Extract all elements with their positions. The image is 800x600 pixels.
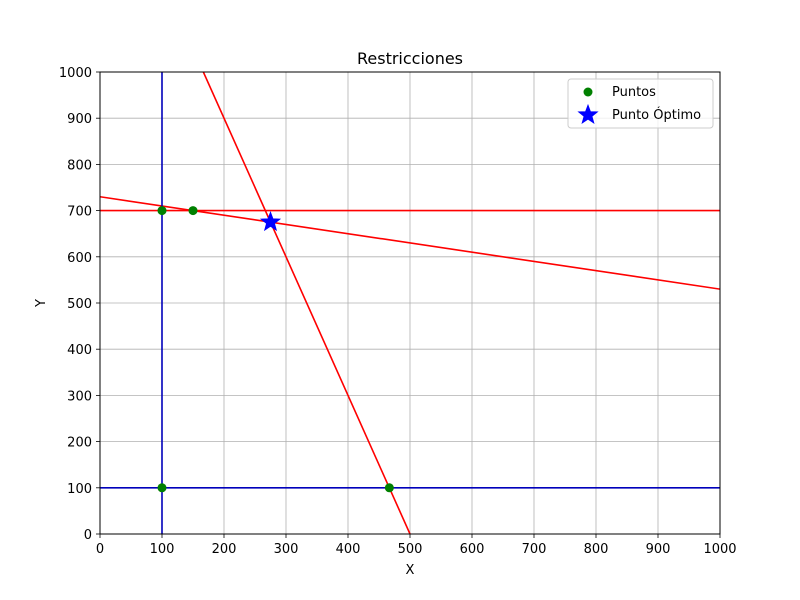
data-point-marker xyxy=(157,483,167,493)
y-tick-label: 500 xyxy=(67,297,92,312)
y-tick-label: 400 xyxy=(67,343,92,358)
legend-star-swatch xyxy=(577,103,599,125)
x-tick-label: 300 xyxy=(274,542,299,557)
x-tick-label: 100 xyxy=(150,542,175,557)
y-tick-label: 800 xyxy=(67,158,92,173)
x-tick-label: 900 xyxy=(646,542,671,557)
data-point-marker xyxy=(384,483,394,493)
x-tick-label: 600 xyxy=(460,542,485,557)
y-tick-label: 900 xyxy=(67,112,92,127)
y-tick-label: 100 xyxy=(67,482,92,497)
chart-title: Restricciones xyxy=(357,49,463,68)
data-point-marker xyxy=(188,206,198,216)
x-axis-label: X xyxy=(406,563,415,578)
y-axis-label: Y xyxy=(34,299,49,308)
x-tick-label: 700 xyxy=(522,542,547,557)
legend-label-puntos: Puntos xyxy=(612,85,656,100)
constraint-lines xyxy=(100,72,720,534)
y-tick-label: 700 xyxy=(67,205,92,220)
optimal-point-marker xyxy=(259,211,282,232)
constraint-line xyxy=(100,195,720,290)
y-tick-label: 300 xyxy=(67,389,92,404)
legend-marker-puntos xyxy=(583,87,593,97)
y-tick-label: 1000 xyxy=(59,66,92,81)
legend-circle-swatch xyxy=(583,87,593,97)
y-tick-label: 200 xyxy=(67,436,92,451)
y-tick-label: 0 xyxy=(84,528,92,543)
constraint-line xyxy=(202,72,411,534)
y-tick-label: 600 xyxy=(67,251,92,266)
x-tick-label: 500 xyxy=(398,542,423,557)
x-tick-label: 200 xyxy=(212,542,237,557)
data-point-marker xyxy=(157,206,167,216)
x-tick-label: 0 xyxy=(96,542,104,557)
legend-box xyxy=(567,78,714,129)
x-tick-label: 400 xyxy=(336,542,361,557)
x-tick-label: 800 xyxy=(584,542,609,557)
x-tick-label: 1000 xyxy=(703,542,736,557)
axis-ticks: 0 100 200 300 400 500 600 700 800 900 1000 0 100 200 3… xyxy=(59,66,737,557)
legend-marker-punto-optimo xyxy=(577,103,599,125)
legend: Puntos Punto Óptimo xyxy=(567,78,714,129)
legend-label-punto-optimo: Punto Óptimo xyxy=(612,107,701,123)
data-points xyxy=(157,206,394,493)
